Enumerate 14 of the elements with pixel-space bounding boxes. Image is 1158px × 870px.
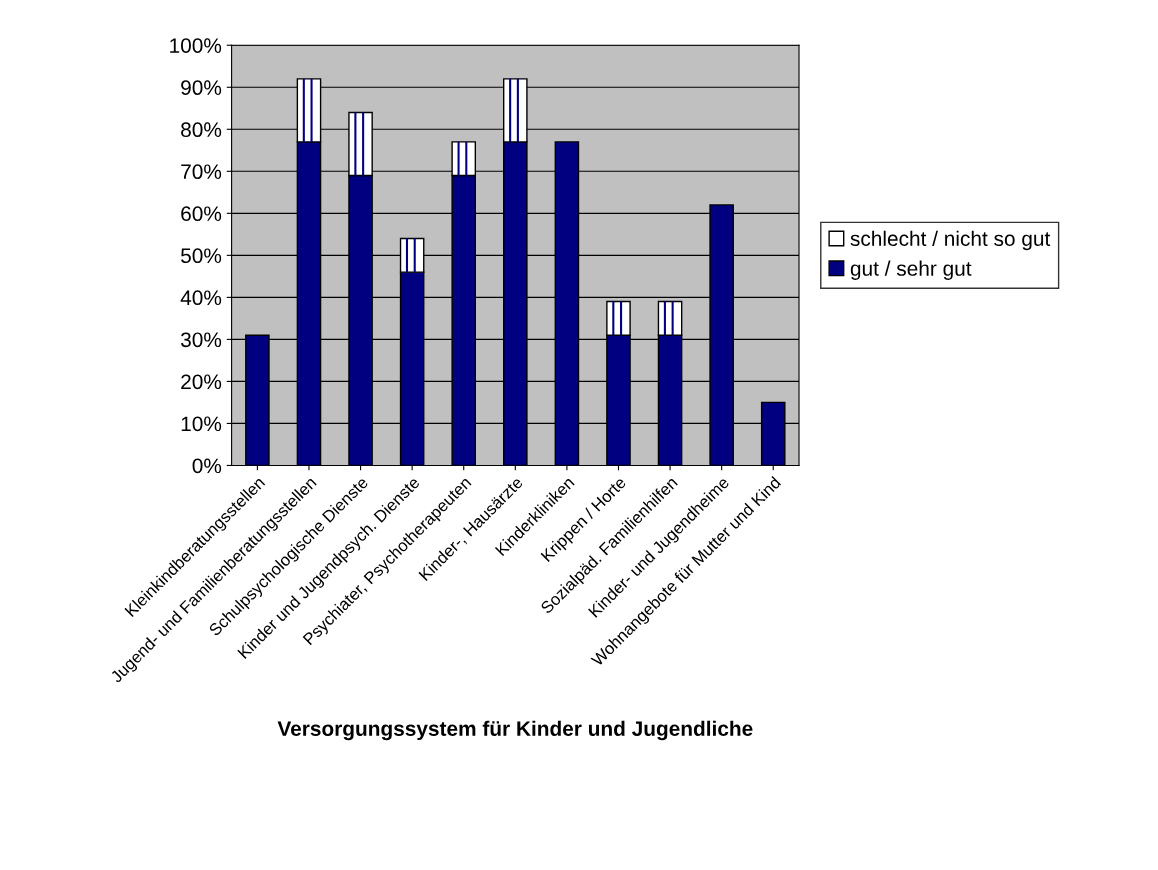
y-tick-label: 90%	[181, 80, 222, 96]
legend-label: schlecht / nicht so gut	[850, 230, 1051, 251]
y-tick-label: 60%	[181, 206, 222, 222]
y-tick-label: 10%	[181, 416, 222, 432]
y-tick-label: 100%	[170, 38, 222, 53]
legend-label: gut / sehr gut	[850, 260, 972, 280]
x-axis-title: Versorgungssystem für Kinder und Jugendliche	[277, 720, 753, 741]
y-tick-label: 0%	[192, 458, 222, 474]
y-tick-label: 40%	[180, 290, 222, 306]
y-tick-label: 80%	[181, 122, 222, 138]
y-tick-label: 50%	[181, 248, 222, 264]
y-tick-label: 30%	[180, 332, 222, 348]
y-tick-label: 20%	[181, 374, 222, 390]
y-tick-label: 70%	[181, 164, 222, 180]
